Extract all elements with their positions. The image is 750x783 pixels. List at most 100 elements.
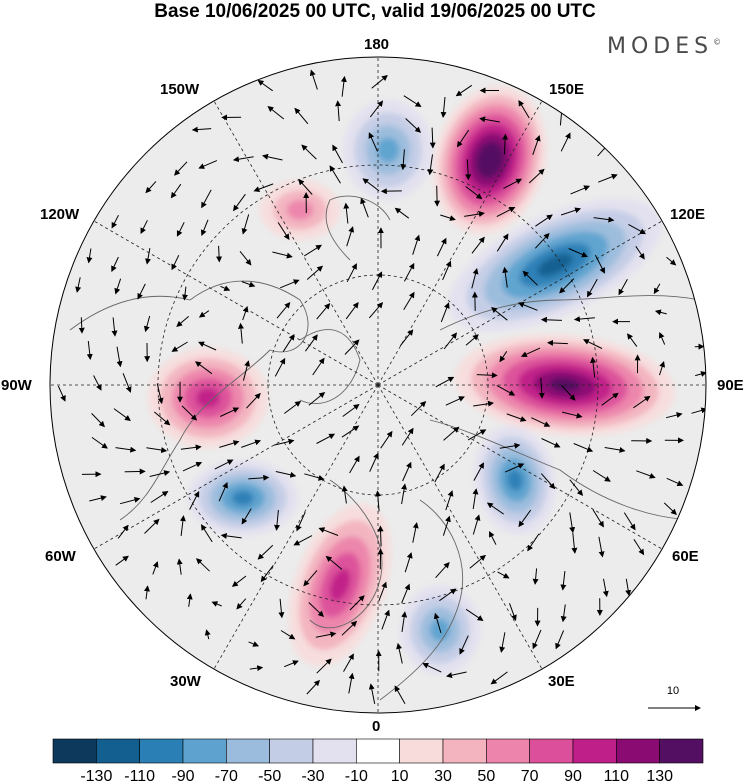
wind-vector xyxy=(308,602,325,617)
wind-vector xyxy=(144,585,150,600)
wind-vector xyxy=(115,446,137,453)
wind-vector xyxy=(335,100,342,122)
wind-vector xyxy=(189,491,200,510)
wind-vector xyxy=(273,438,295,446)
wind-vector xyxy=(114,278,122,295)
wind-vector xyxy=(111,214,119,229)
wind-vector xyxy=(412,522,419,543)
wind-vector xyxy=(602,578,609,598)
wind-vector xyxy=(276,302,291,319)
wind-vector xyxy=(653,283,661,295)
wind-vector xyxy=(315,631,337,638)
wind-vector xyxy=(427,154,434,176)
wind-vector xyxy=(377,525,384,547)
wind-vector xyxy=(277,222,290,241)
wind-vector xyxy=(211,601,222,607)
wind-vector xyxy=(598,536,605,558)
wind-vector xyxy=(442,260,452,281)
anomaly-contour xyxy=(196,388,220,408)
wind-vector xyxy=(274,357,286,377)
wind-vector xyxy=(280,630,296,640)
wind-vector xyxy=(471,268,479,289)
wind-vector xyxy=(343,202,350,224)
wind-vector xyxy=(219,407,240,417)
wind-vector xyxy=(186,593,193,607)
wind-vector xyxy=(442,515,451,536)
wind-vector xyxy=(604,447,626,453)
wind-vector xyxy=(573,316,595,323)
wind-vector xyxy=(403,262,415,282)
wind-vector xyxy=(220,285,231,291)
wind-vector xyxy=(443,332,458,350)
wind-vector xyxy=(559,278,575,294)
lon-label-90w: 90W xyxy=(1,377,32,394)
wind-vector xyxy=(296,511,306,532)
wind-vector xyxy=(248,641,260,647)
wind-vector xyxy=(401,427,414,446)
wind-vector xyxy=(195,558,210,572)
wind-vector xyxy=(115,555,129,566)
wind-vector xyxy=(435,376,455,388)
anomaly-contour xyxy=(537,253,573,277)
wind-vector xyxy=(518,509,532,528)
wind-vector xyxy=(633,539,645,556)
wind-vector xyxy=(316,433,336,444)
lon-label-90e: 90E xyxy=(717,377,744,394)
wind-vector xyxy=(459,635,469,655)
wind-vector xyxy=(503,178,523,189)
wind-vector xyxy=(242,360,251,381)
map-title: Base 10/06/2025 00 UTC, valid 19/06/2025… xyxy=(154,1,596,22)
wind-vector xyxy=(440,302,450,323)
wind-vector xyxy=(362,178,380,192)
wind-vector xyxy=(587,278,598,298)
wind-vector xyxy=(137,283,146,300)
wind-vector xyxy=(439,588,457,602)
wind-vector xyxy=(561,411,583,419)
wind-vector xyxy=(532,629,542,650)
wind-vector xyxy=(86,340,93,360)
wind-vector xyxy=(658,331,666,345)
wind-vector xyxy=(303,244,322,257)
wind-vector xyxy=(568,248,588,258)
wind-vector xyxy=(149,470,171,477)
wind-vector xyxy=(232,156,254,163)
anomaly-contour xyxy=(376,137,400,163)
wind-vector xyxy=(472,514,481,535)
wind-vector xyxy=(293,535,313,546)
map-boundary xyxy=(49,56,707,714)
wind-vector xyxy=(486,502,504,515)
wind-vector xyxy=(257,79,273,92)
wind-vector xyxy=(659,361,666,376)
wind-vector xyxy=(499,632,506,653)
wind-vector xyxy=(340,75,347,97)
wind-vector xyxy=(593,216,615,223)
wind-vector xyxy=(666,477,684,487)
wind-vector xyxy=(241,439,262,448)
wind-vector xyxy=(113,408,131,421)
wind-vector xyxy=(405,118,422,133)
wind-vector xyxy=(369,100,384,118)
wind-vector xyxy=(233,193,246,212)
wind-vector xyxy=(560,207,582,216)
wind-vector xyxy=(534,232,550,249)
wind-vector xyxy=(465,608,484,621)
wind-vector xyxy=(325,555,343,570)
wind-vector xyxy=(237,322,244,344)
wind-vector xyxy=(404,552,413,573)
wind-vector xyxy=(435,562,450,579)
wind-vector xyxy=(216,245,223,263)
brand-logo: MODES© xyxy=(607,34,722,59)
wind-vector xyxy=(303,570,318,587)
wind-vector xyxy=(283,400,302,414)
wind-vector xyxy=(304,334,318,352)
wind-vector xyxy=(499,351,508,363)
wind-vector xyxy=(446,671,467,679)
wind-vector xyxy=(181,286,188,301)
wind-vector xyxy=(156,383,164,405)
wind-vector xyxy=(473,462,484,481)
lon-label-0: 0 xyxy=(372,718,381,735)
wind-vector xyxy=(434,185,441,207)
wind-vector xyxy=(633,395,651,409)
wind-vector xyxy=(57,385,66,402)
anomaly-contour xyxy=(482,150,498,170)
